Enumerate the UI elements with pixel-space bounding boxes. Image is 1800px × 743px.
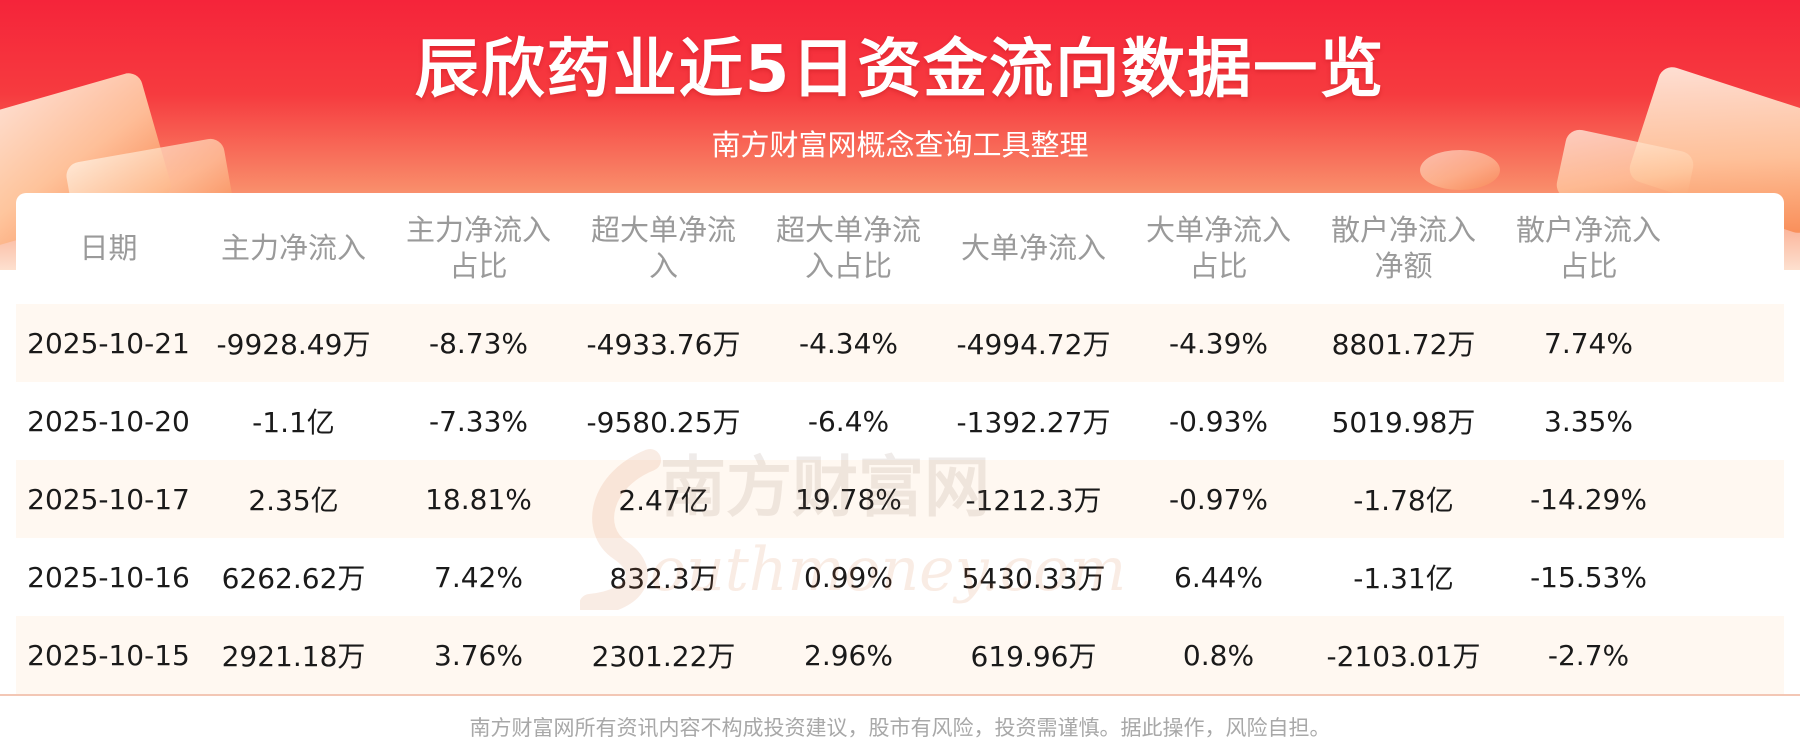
- cell-retail-ratio: 3.35%: [1544, 404, 1633, 438]
- column-header-xl-inflow: 超大单净流入: [590, 213, 736, 283]
- cell-date: 2025-10-20: [27, 404, 190, 438]
- cell-main-ratio: -7.33%: [428, 404, 529, 438]
- cell-main-ratio: -8.73%: [428, 326, 529, 360]
- column-header-xl-ratio: 超大单净流入占比: [775, 213, 921, 283]
- cell-xl-ratio: -6.4%: [807, 404, 890, 438]
- cell-retail-inflow: 8801.72万: [1331, 328, 1476, 361]
- cell-large-inflow: 619.96万: [970, 640, 1097, 673]
- cell-date: 2025-10-15: [27, 638, 190, 672]
- cell-large-ratio: 0.8%: [1182, 638, 1255, 672]
- cell-main-inflow: -9928.49万: [216, 328, 371, 361]
- footer-disclaimer: 南方财富网所有资讯内容不构成投资建议，股市有风险，投资需谨慎。据此操作，风险自担…: [469, 716, 1331, 740]
- page-title: 辰欣药业近5日资金流向数据一览: [414, 33, 1386, 107]
- page-subtitle: 南方财富网概念查询工具整理: [711, 128, 1089, 162]
- table-row: 2025-10-17 2.35亿 18.81% 2.47亿 19.78% -12…: [16, 460, 1784, 538]
- cell-xl-inflow: 832.3万: [609, 562, 718, 595]
- cell-large-ratio: -4.39%: [1168, 326, 1269, 360]
- data-table: 日期 主力净流入 主力净流入占比 超大单净流入 超大单净流入占比 大单净流入 大…: [16, 193, 1784, 695]
- cell-retail-inflow: -2103.01万: [1326, 640, 1481, 673]
- cell-retail-ratio: -15.53%: [1530, 560, 1647, 594]
- cell-date: 2025-10-21: [27, 326, 190, 360]
- decorative-cloud: [1420, 150, 1500, 190]
- cell-large-ratio: 6.44%: [1174, 560, 1263, 594]
- cell-main-inflow: 2.35亿: [248, 484, 339, 517]
- cell-large-inflow: -1392.27万: [956, 406, 1111, 439]
- cell-large-ratio: -0.93%: [1168, 404, 1269, 438]
- cell-xl-inflow: 2.47亿: [618, 484, 709, 517]
- table-row: 2025-10-15 2921.18万 3.76% 2301.22万 2.96%…: [16, 616, 1784, 694]
- cell-main-ratio: 7.42%: [434, 560, 523, 594]
- cell-large-inflow: -1212.3万: [965, 484, 1102, 517]
- column-header-retail-ratio: 散户净流入占比: [1515, 213, 1661, 283]
- cell-main-ratio: 3.76%: [434, 638, 523, 672]
- cell-xl-ratio: 19.78%: [795, 482, 902, 516]
- cell-main-inflow: 6262.62万: [221, 562, 366, 595]
- table-row: 2025-10-21 -9928.49万 -8.73% -4933.76万 -4…: [16, 304, 1784, 382]
- table-row: 2025-10-16 6262.62万 7.42% 832.3万 0.99% 5…: [16, 538, 1784, 616]
- cell-large-inflow: -4994.72万: [956, 328, 1111, 361]
- footer-divider: [0, 694, 1800, 696]
- cell-retail-inflow: -1.78亿: [1353, 484, 1454, 517]
- cell-retail-ratio: -14.29%: [1530, 482, 1647, 516]
- column-header-main-inflow: 主力净流入: [220, 231, 366, 265]
- table-row: 2025-10-20 -1.1亿 -7.33% -9580.25万 -6.4% …: [16, 382, 1784, 460]
- column-header-main-ratio: 主力净流入占比: [405, 213, 551, 283]
- cell-xl-inflow: -4933.76万: [586, 328, 741, 361]
- cell-retail-inflow: 5019.98万: [1331, 406, 1476, 439]
- column-header-retail-inflow: 散户净流入净额: [1330, 213, 1476, 283]
- cell-retail-ratio: 7.74%: [1544, 326, 1633, 360]
- cell-main-ratio: 18.81%: [425, 482, 532, 516]
- cell-retail-ratio: -2.7%: [1547, 638, 1630, 672]
- cell-date: 2025-10-17: [27, 482, 190, 516]
- cell-xl-ratio: 2.96%: [804, 638, 893, 672]
- cell-xl-inflow: -9580.25万: [586, 406, 741, 439]
- cell-xl-ratio: 0.99%: [804, 560, 893, 594]
- cell-main-inflow: -1.1亿: [252, 406, 335, 439]
- cell-xl-ratio: -4.34%: [798, 326, 899, 360]
- column-header-date: 日期: [79, 231, 138, 265]
- cell-large-inflow: 5430.33万: [961, 562, 1106, 595]
- cell-retail-inflow: -1.31亿: [1353, 562, 1454, 595]
- column-header-large-ratio: 大单净流入占比: [1145, 213, 1291, 283]
- cell-large-ratio: -0.97%: [1168, 482, 1269, 516]
- cell-xl-inflow: 2301.22万: [591, 640, 736, 673]
- table-header-row: 日期 主力净流入 主力净流入占比 超大单净流入 超大单净流入占比 大单净流入 大…: [16, 193, 1784, 303]
- column-header-large-inflow: 大单净流入: [960, 231, 1106, 265]
- cell-date: 2025-10-16: [27, 560, 190, 594]
- cell-main-inflow: 2921.18万: [221, 640, 366, 673]
